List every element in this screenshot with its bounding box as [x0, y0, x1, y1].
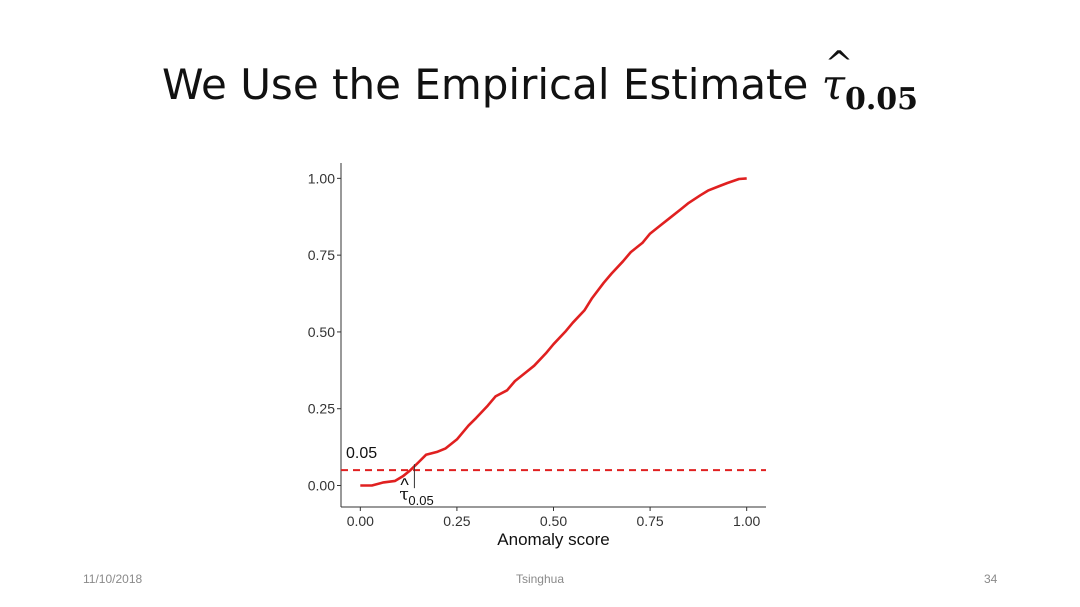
x-tick-label: 0.25	[443, 513, 470, 529]
y-tick-label: 0.25	[308, 401, 335, 417]
x-tick-label: 0.00	[347, 513, 374, 529]
y-tick-label: 1.00	[308, 170, 335, 186]
tau-symbol: ^ τ	[821, 44, 854, 109]
threshold-subscript: 0.05	[408, 493, 433, 508]
y-tick-label: 0.00	[308, 478, 335, 494]
y-tick-label: 0.75	[308, 247, 335, 263]
threshold-hat: ^	[400, 475, 409, 495]
y-tick-label: 0.50	[308, 324, 335, 340]
title-text: We Use the Empirical Estimate	[161, 60, 822, 109]
x-tick-label: 0.75	[636, 513, 663, 529]
tau-subscript: 0.05	[844, 82, 919, 117]
tau-hat: ^	[824, 44, 854, 84]
x-tick-label: 0.50	[540, 513, 567, 529]
reference-line-label: 0.05	[346, 445, 377, 462]
cdf-series-line	[360, 177, 747, 487]
footer-organization: Tsinghua	[515, 572, 565, 586]
tau-letter: τ	[821, 60, 845, 109]
footer-date: 11/10/2018	[83, 572, 143, 586]
x-tick-label: 1.00	[733, 513, 760, 529]
x-axis-title: Anomaly score	[497, 530, 609, 549]
slide-title: We Use the Empirical Estimate ^ τ0.05	[0, 44, 1080, 117]
threshold-tau-label: τ	[399, 485, 408, 505]
footer-page-number: 34	[984, 572, 998, 586]
cdf-chart: 0.00 0.25 0.50 0.75 1.00 0.00 0.25 0.50 0.75 1.00…	[308, 163, 766, 549]
